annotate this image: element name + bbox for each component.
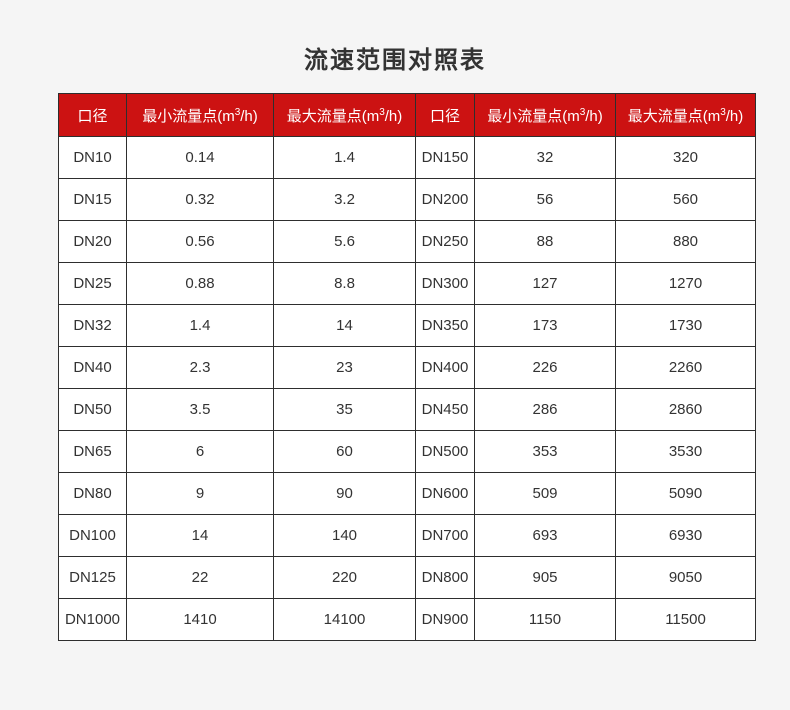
table-row: DN100 14 140 DN700 693 6930 [58,514,756,557]
flow-value-cell: 880 [615,220,756,263]
flow-value-cell: 60 [273,430,416,473]
table-row: DN80 9 90 DN600 509 5090 [58,472,756,515]
flow-value-cell: 5090 [615,472,756,515]
diameter-cell: DN600 [415,472,475,515]
flow-value-cell: 2260 [615,346,756,389]
flow-value-cell: 32 [474,136,616,179]
column-header-5: 最大流量点(m3/h) [615,93,756,137]
flow-value-cell: 3530 [615,430,756,473]
table-row: DN50 3.5 35 DN450 286 2860 [58,388,756,431]
diameter-cell: DN40 [58,346,127,389]
diameter-cell: DN10 [58,136,127,179]
diameter-cell: DN150 [415,136,475,179]
flow-value-cell: 14 [273,304,416,347]
flow-value-cell: 8.8 [273,262,416,305]
diameter-cell: DN300 [415,262,475,305]
flow-value-cell: 127 [474,262,616,305]
diameter-cell: DN32 [58,304,127,347]
table-body: DN10 0.14 1.4 DN150 32 320 DN15 0.32 3.2 DN200 56 5… [58,136,756,641]
flow-value-cell: 1730 [615,304,756,347]
diameter-cell: DN500 [415,430,475,473]
table-row: DN20 0.56 5.6 DN250 88 880 [58,220,756,263]
table-row: DN40 2.3 23 DN400 226 2260 [58,346,756,389]
diameter-cell: DN200 [415,178,475,221]
flow-value-cell: 56 [474,178,616,221]
flow-value-cell: 320 [615,136,756,179]
diameter-cell: DN800 [415,556,475,599]
flow-value-cell: 1410 [126,598,274,641]
flow-value-cell: 226 [474,346,616,389]
diameter-cell: DN900 [415,598,475,641]
column-header-2: 最大流量点(m3/h) [273,93,416,137]
flow-value-cell: 23 [273,346,416,389]
flow-value-cell: 1.4 [126,304,274,347]
diameter-cell: DN1000 [58,598,127,641]
diameter-cell: DN15 [58,178,127,221]
diameter-cell: DN20 [58,220,127,263]
diameter-cell: DN50 [58,388,127,431]
flow-value-cell: 1270 [615,262,756,305]
flow-value-cell: 6930 [615,514,756,557]
diameter-cell: DN125 [58,556,127,599]
flow-value-cell: 14100 [273,598,416,641]
flow-value-cell: 5.6 [273,220,416,263]
flow-value-cell: 90 [273,472,416,515]
diameter-cell: DN350 [415,304,475,347]
flow-value-cell: 1150 [474,598,616,641]
diameter-cell: DN400 [415,346,475,389]
flow-value-cell: 88 [474,220,616,263]
table-row: DN15 0.32 3.2 DN200 56 560 [58,178,756,221]
column-header-1: 最小流量点(m3/h) [126,93,274,137]
flow-value-cell: 693 [474,514,616,557]
diameter-cell: DN450 [415,388,475,431]
flow-value-cell: 2.3 [126,346,274,389]
flow-value-cell: 1.4 [273,136,416,179]
flow-value-cell: 3.5 [126,388,274,431]
flow-value-cell: 0.56 [126,220,274,263]
table-row: DN10 0.14 1.4 DN150 32 320 [58,136,756,179]
flow-value-cell: 140 [273,514,416,557]
table-row: DN65 6 60 DN500 353 3530 [58,430,756,473]
diameter-cell: DN700 [415,514,475,557]
diameter-cell: DN250 [415,220,475,263]
flow-value-cell: 9050 [615,556,756,599]
table-row: DN32 1.4 14 DN350 173 1730 [58,304,756,347]
flow-value-cell: 286 [474,388,616,431]
flow-value-cell: 2860 [615,388,756,431]
column-header-3: 口径 [415,93,475,137]
flow-value-cell: 22 [126,556,274,599]
flow-value-cell: 905 [474,556,616,599]
page-title: 流速范围对照表 [304,47,486,74]
column-header-4: 最小流量点(m3/h) [474,93,616,137]
diameter-cell: DN80 [58,472,127,515]
flow-value-cell: 14 [126,514,274,557]
header-row: 口径 最小流量点(m3/h) 最大流量点(m3/h) 口径 最小流量点(m3/h) 最大流… [58,93,756,137]
diameter-cell: DN25 [58,262,127,305]
flow-value-cell: 11500 [615,598,756,641]
flow-value-cell: 560 [615,178,756,221]
diameter-cell: DN100 [58,514,127,557]
flow-value-cell: 0.14 [126,136,274,179]
flow-value-cell: 0.88 [126,262,274,305]
table-header: 口径 最小流量点(m3/h) 最大流量点(m3/h) 口径 最小流量点(m3/h) 最大流… [58,93,756,137]
flow-value-cell: 9 [126,472,274,515]
column-header-0: 口径 [58,93,127,137]
flow-value-cell: 35 [273,388,416,431]
flow-value-cell: 509 [474,472,616,515]
table-row: DN1000 1410 14100 DN900 1150 11500 [58,598,756,641]
diameter-cell: DN65 [58,430,127,473]
flow-value-cell: 0.32 [126,178,274,221]
flow-value-cell: 3.2 [273,178,416,221]
flow-value-cell: 353 [474,430,616,473]
table-row: DN125 22 220 DN800 905 9050 [58,556,756,599]
flow-rate-table: 口径 最小流量点(m3/h) 最大流量点(m3/h) 口径 最小流量点(m3/h) 最大流… [58,93,756,641]
flow-value-cell: 6 [126,430,274,473]
table-row: DN25 0.88 8.8 DN300 127 1270 [58,262,756,305]
flow-value-cell: 173 [474,304,616,347]
flow-value-cell: 220 [273,556,416,599]
